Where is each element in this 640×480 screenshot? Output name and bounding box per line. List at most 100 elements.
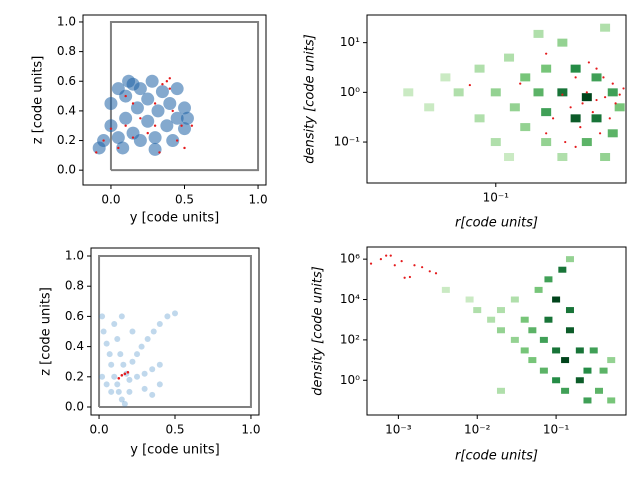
point — [121, 400, 128, 407]
point — [119, 111, 133, 125]
hist-cell — [570, 64, 581, 73]
point — [161, 83, 164, 86]
x-axis-label: y [code units] — [130, 443, 219, 458]
y-tick-label: 0.0 — [65, 399, 84, 413]
y-axis-label: z [code units] — [39, 287, 54, 376]
hist-cell — [496, 327, 505, 334]
hist-cell — [533, 88, 544, 97]
point — [104, 119, 118, 133]
y-tick-label: 10⁶ — [340, 252, 360, 266]
point — [126, 77, 140, 91]
y-tick-label: 0.6 — [65, 309, 84, 323]
point — [156, 381, 163, 388]
point — [603, 96, 607, 99]
point — [150, 328, 157, 335]
y-tick-label: 10⁴ — [340, 292, 360, 306]
point — [115, 388, 122, 395]
y-axis-label: density [code units] — [303, 34, 318, 163]
x-tick-label: 0.5 — [175, 193, 194, 207]
point — [164, 313, 171, 320]
hist-cell — [539, 336, 548, 343]
hist-cell — [594, 387, 603, 394]
hist-cell — [474, 114, 485, 123]
x-tick-label: 10⁻¹ — [543, 423, 570, 437]
axes-frame — [90, 247, 260, 416]
hist-cell — [561, 357, 570, 364]
point — [151, 104, 165, 118]
point — [519, 82, 522, 85]
point — [131, 102, 135, 105]
point — [172, 310, 178, 317]
x-tick-label: 0.0 — [101, 193, 120, 207]
y-tick-label: 1.0 — [65, 249, 84, 263]
hist-cell — [600, 23, 611, 32]
point — [564, 140, 567, 144]
hist-cell — [490, 88, 501, 97]
point — [129, 328, 136, 335]
point — [165, 80, 169, 83]
point — [126, 388, 133, 395]
hist-cell — [510, 296, 519, 303]
point — [579, 125, 582, 129]
point — [545, 52, 548, 55]
hist-cell — [474, 64, 485, 73]
y-tick-label: 0.4 — [57, 103, 76, 117]
point — [574, 76, 577, 79]
y-tick-label: 10¹ — [340, 35, 360, 49]
box-outline — [109, 20, 260, 172]
subplot: 10⁻³ 10⁻² 10⁻¹ 10⁰ 10² 10⁴ 10⁶ r[code units] den… — [311, 246, 627, 464]
point — [114, 381, 121, 388]
hist-cell — [473, 307, 482, 314]
axes-frame — [82, 14, 267, 186]
y-axis-label: density [code units] — [311, 266, 326, 395]
hist-cell — [541, 138, 552, 147]
point — [175, 139, 179, 142]
point — [468, 83, 471, 87]
point — [569, 106, 572, 109]
hist-cell — [583, 397, 592, 404]
hist-cell — [541, 64, 552, 73]
point — [134, 351, 141, 358]
x-tick-label: 10⁻¹ — [483, 191, 510, 205]
point — [117, 351, 124, 358]
hist-cell — [575, 377, 584, 384]
point — [408, 275, 412, 279]
point — [581, 102, 584, 105]
point — [118, 396, 125, 403]
hist-cell — [607, 357, 616, 364]
x-tick-label: 10⁻³ — [385, 423, 412, 437]
point — [117, 146, 120, 150]
hist-cell — [539, 367, 548, 374]
hist-cell — [599, 367, 608, 374]
point — [400, 260, 403, 263]
hist-cell — [403, 88, 414, 97]
hist-cell — [453, 88, 464, 97]
hist-cell — [504, 153, 515, 162]
point — [148, 131, 162, 145]
hist-cell — [441, 286, 450, 293]
point — [545, 132, 548, 135]
hist-cell — [496, 387, 505, 394]
hist-cell — [581, 138, 592, 147]
point — [131, 136, 135, 139]
point — [156, 320, 163, 327]
hist-cell — [520, 123, 531, 132]
point — [102, 139, 105, 142]
plot-area — [369, 254, 616, 404]
point — [148, 142, 162, 156]
x-axis-label: r[code units] — [455, 216, 538, 231]
point — [155, 85, 169, 99]
hist-cell — [557, 38, 568, 47]
point — [138, 343, 145, 350]
point — [190, 124, 194, 127]
plot-area — [98, 255, 252, 408]
point — [158, 151, 161, 154]
point — [178, 101, 192, 115]
x-axis-label: y [code units] — [130, 211, 219, 226]
hist-cell — [509, 103, 520, 112]
y-tick-label: 10⁰ — [340, 85, 360, 99]
hist-cell — [533, 29, 544, 38]
point — [116, 141, 130, 155]
point — [134, 373, 141, 380]
